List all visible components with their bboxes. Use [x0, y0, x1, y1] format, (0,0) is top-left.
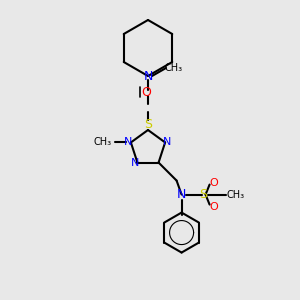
- Text: S: S: [144, 118, 152, 130]
- Text: S: S: [200, 188, 208, 201]
- Text: N: N: [124, 137, 132, 147]
- Text: N: N: [163, 137, 171, 147]
- Text: O: O: [209, 202, 218, 212]
- Text: CH₃: CH₃: [165, 63, 183, 73]
- Text: CH₃: CH₃: [94, 137, 112, 147]
- Text: CH₃: CH₃: [226, 190, 244, 200]
- Text: O: O: [209, 178, 218, 188]
- Text: O: O: [141, 85, 151, 98]
- Text: N: N: [177, 188, 186, 201]
- Text: N: N: [131, 158, 140, 168]
- Text: N: N: [143, 70, 153, 83]
